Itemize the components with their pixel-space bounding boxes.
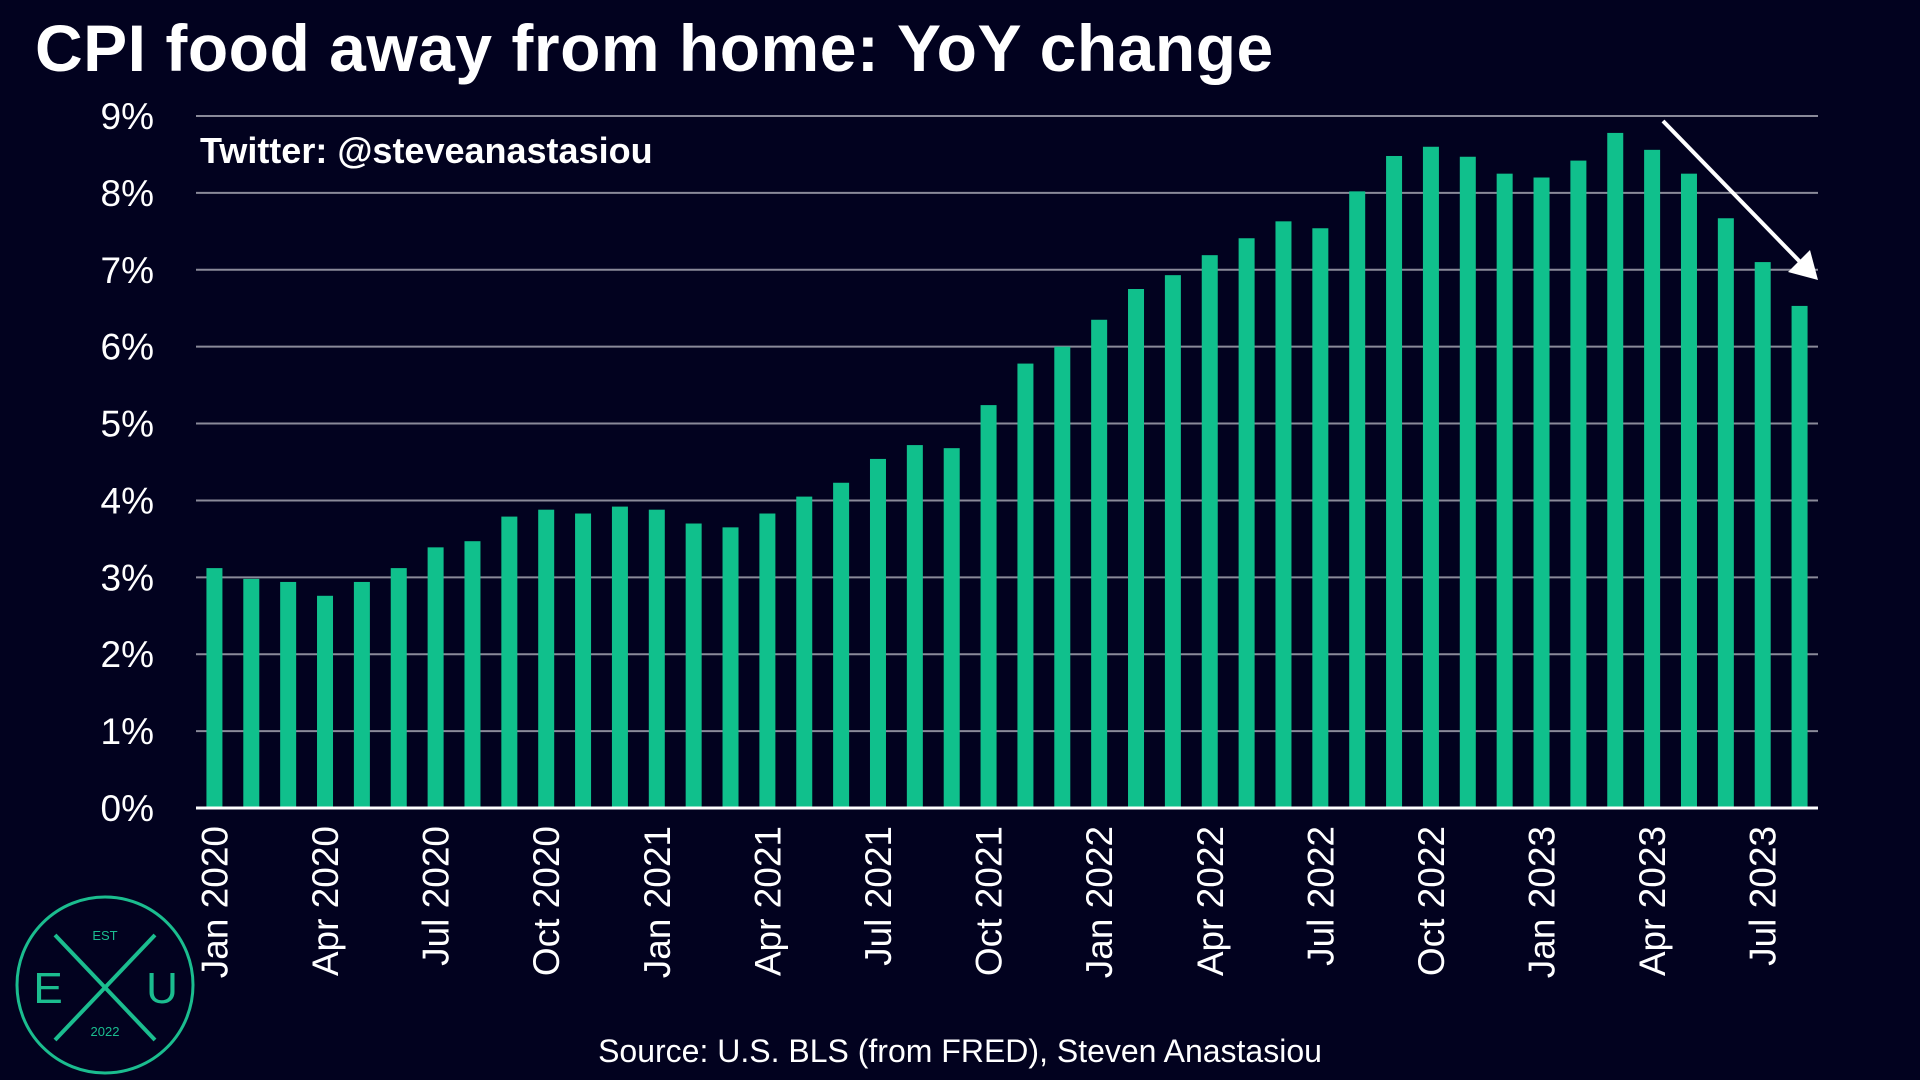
- x-tick-label: Jan 2023: [1522, 826, 1563, 978]
- bar: [869, 458, 886, 808]
- bar: [427, 547, 444, 808]
- bar: [206, 568, 223, 808]
- x-tick-label: Apr 2023: [1632, 826, 1673, 976]
- bar: [464, 541, 481, 808]
- bar: [1533, 177, 1550, 808]
- y-tick-label: 3%: [101, 557, 154, 598]
- y-tick-label: 0%: [101, 788, 154, 829]
- bar: [1164, 275, 1181, 808]
- y-tick-label: 9%: [101, 96, 154, 137]
- bar: [1459, 156, 1476, 809]
- bar: [833, 482, 850, 808]
- logo-year-text: 2022: [91, 1024, 120, 1039]
- y-tick-label: 7%: [101, 250, 154, 291]
- bar: [1275, 221, 1292, 809]
- bar: [1091, 319, 1108, 808]
- logo-cross-line: [53, 933, 157, 1042]
- x-tick-label: Apr 2020: [305, 826, 346, 976]
- logo-ring: [15, 895, 195, 1075]
- logo-right-letter: U: [146, 964, 178, 1013]
- bar: [980, 405, 997, 808]
- y-tick-label: 5%: [101, 404, 154, 445]
- bar: [390, 568, 407, 808]
- bar: [575, 513, 592, 808]
- bar: [1128, 289, 1145, 808]
- x-tick-label: Oct 2021: [969, 826, 1010, 976]
- bar: [538, 509, 555, 808]
- logo-left-letter: E: [33, 964, 62, 1013]
- twitter-watermark: Twitter: @steveanastasiou: [200, 130, 653, 171]
- source-note: Source: U.S. BLS (from FRED), Steven Ana…: [598, 1033, 1322, 1069]
- bar: [906, 445, 923, 808]
- exu-logo: EST E U 2022: [15, 895, 195, 1075]
- bar: [796, 496, 813, 808]
- x-tick-label: Apr 2022: [1190, 826, 1231, 976]
- y-tick-label: 8%: [101, 173, 154, 214]
- chart-title: CPI food away from home: YoY change: [35, 11, 1274, 85]
- x-axis-ticks: Jan 2020 Apr 2020 Jul 2020 Oct 2020 Jan 2021…: [194, 826, 1783, 978]
- bar: [1754, 262, 1771, 809]
- bar: [501, 516, 518, 808]
- bar: [280, 581, 297, 808]
- bar: [1386, 155, 1403, 808]
- bar: [1054, 346, 1071, 808]
- bar: [685, 523, 702, 808]
- bar: [1791, 305, 1808, 808]
- x-tick-label: Jul 2021: [858, 826, 899, 966]
- bar: [1422, 146, 1439, 808]
- bar: [1201, 255, 1218, 808]
- y-tick-label: 6%: [101, 327, 154, 368]
- x-tick-label: Apr 2021: [747, 826, 788, 976]
- trend-arrow-head: [1788, 250, 1818, 280]
- bar: [1680, 173, 1697, 808]
- bar: [759, 513, 776, 808]
- y-axis-ticks: 0% 1% 2% 3% 4% 5% 6% 7% 8% 9%: [101, 96, 154, 829]
- bar: [1570, 160, 1587, 808]
- bar: [648, 509, 665, 808]
- bar: [317, 595, 334, 808]
- x-tick-label: Jan 2021: [637, 826, 678, 978]
- bar: [611, 506, 628, 808]
- x-tick-label: Jul 2022: [1300, 826, 1341, 966]
- x-tick-label: Oct 2022: [1411, 826, 1452, 976]
- trend-arrow-shaft: [1661, 119, 1808, 270]
- x-tick-label: Jul 2020: [416, 826, 457, 966]
- bar: [353, 581, 370, 808]
- bar: [722, 527, 739, 808]
- bar: [1238, 238, 1255, 809]
- bar: [243, 578, 260, 808]
- trend-arrow: [1661, 119, 1818, 280]
- bar: [1017, 363, 1034, 808]
- bar: [1644, 149, 1661, 808]
- logo-est-text: EST: [92, 928, 117, 943]
- bars: [206, 132, 1808, 809]
- y-tick-label: 4%: [101, 480, 154, 521]
- x-tick-label: Jan 2022: [1079, 826, 1120, 978]
- bar: [1607, 132, 1624, 809]
- x-tick-label: Jul 2023: [1743, 826, 1784, 966]
- y-tick-label: 2%: [101, 634, 154, 675]
- bar: [943, 448, 960, 808]
- x-tick-label: Jan 2020: [194, 826, 235, 978]
- bar: [1717, 218, 1734, 809]
- bar: [1496, 173, 1513, 808]
- x-tick-label: Oct 2020: [526, 826, 567, 976]
- bar: [1349, 191, 1366, 809]
- bar: [1312, 228, 1329, 808]
- y-tick-label: 1%: [101, 711, 154, 752]
